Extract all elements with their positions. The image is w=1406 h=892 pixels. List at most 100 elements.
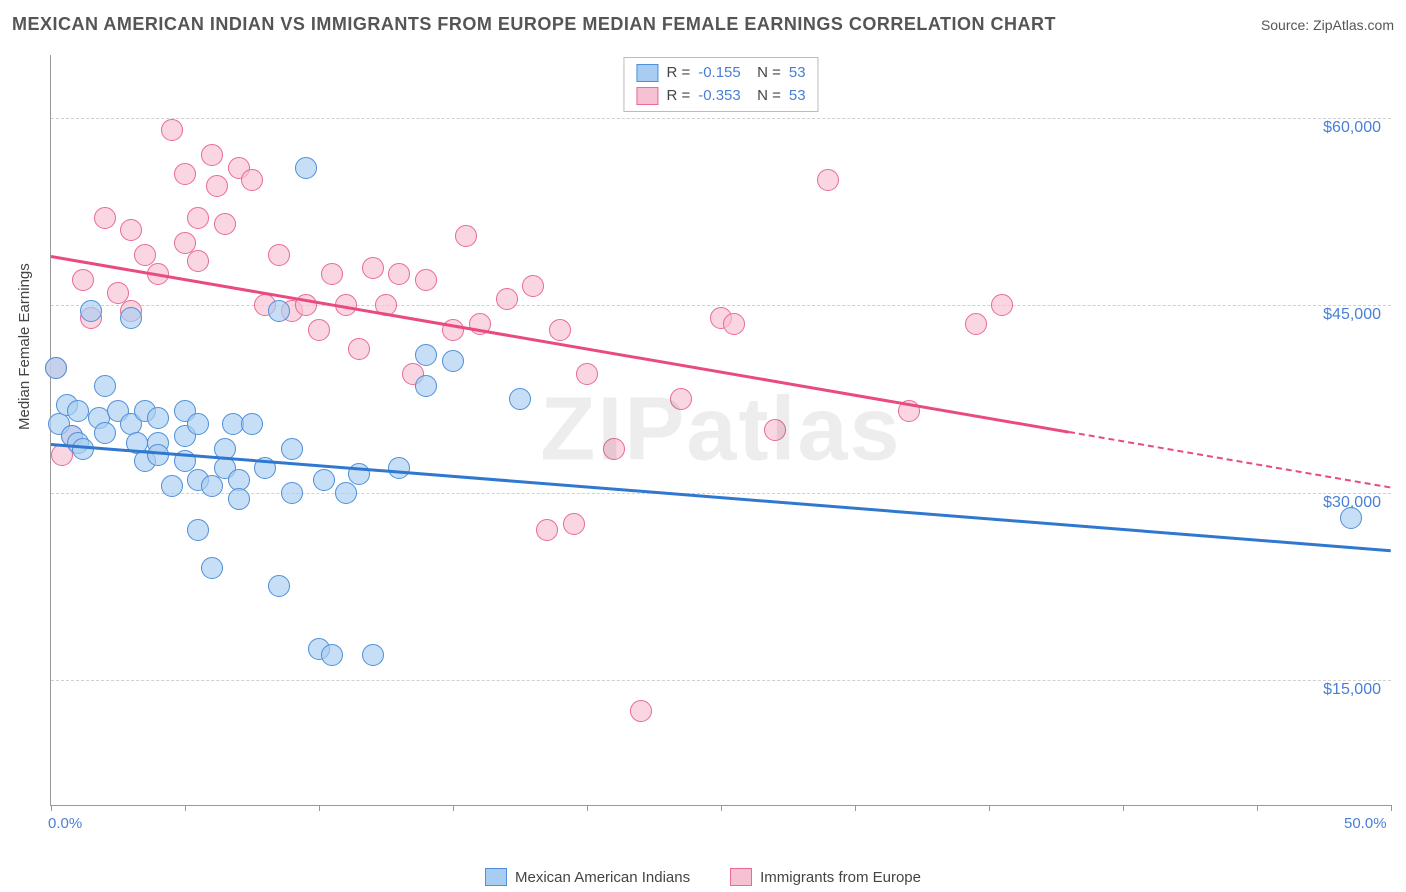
data-point	[161, 475, 183, 497]
data-point	[187, 250, 209, 272]
legend-series-label: Mexican American Indians	[515, 869, 690, 886]
gridline	[51, 680, 1391, 681]
data-point	[295, 157, 317, 179]
data-point	[965, 313, 987, 335]
data-point	[94, 207, 116, 229]
x-tick	[1391, 805, 1392, 811]
header: MEXICAN AMERICAN INDIAN VS IMMIGRANTS FR…	[12, 14, 1394, 35]
data-point	[94, 422, 116, 444]
data-point	[442, 350, 464, 372]
legend-swatch	[485, 868, 507, 886]
data-point	[522, 275, 544, 297]
data-point	[134, 244, 156, 266]
legend-swatch	[636, 87, 658, 105]
data-point	[241, 413, 263, 435]
data-point	[536, 519, 558, 541]
y-axis-label: Median Female Earnings	[16, 263, 33, 430]
data-point	[174, 232, 196, 254]
trend-line-extrapolated	[1069, 431, 1391, 488]
data-point	[630, 700, 652, 722]
data-point	[281, 438, 303, 460]
x-tick	[721, 805, 722, 811]
y-tick-label: $45,000	[1323, 306, 1381, 324]
data-point	[206, 175, 228, 197]
chart-container: MEXICAN AMERICAN INDIAN VS IMMIGRANTS FR…	[0, 0, 1406, 892]
y-tick-label: $15,000	[1323, 681, 1381, 699]
data-point	[496, 288, 518, 310]
x-tick	[319, 805, 320, 811]
data-point	[764, 419, 786, 441]
x-tick	[185, 805, 186, 811]
data-point	[415, 344, 437, 366]
data-point	[388, 457, 410, 479]
data-point	[362, 257, 384, 279]
x-tick	[1257, 805, 1258, 811]
stat-r-label: R =	[666, 62, 690, 85]
stat-n-label: N =	[749, 62, 781, 85]
data-point	[991, 294, 1013, 316]
data-point	[161, 119, 183, 141]
data-point	[313, 469, 335, 491]
data-point	[120, 219, 142, 241]
source-label: Source: ZipAtlas.com	[1261, 17, 1394, 33]
data-point	[201, 475, 223, 497]
trend-line	[51, 255, 1070, 433]
data-point	[415, 269, 437, 291]
data-point	[670, 388, 692, 410]
legend-series-item: Mexican American Indians	[485, 868, 690, 886]
data-point	[362, 644, 384, 666]
data-point	[321, 644, 343, 666]
y-tick-label: $60,000	[1323, 119, 1381, 137]
data-point	[388, 263, 410, 285]
data-point	[120, 307, 142, 329]
legend-series: Mexican American Indians Immigrants from …	[485, 868, 921, 886]
legend-swatch	[730, 868, 752, 886]
data-point	[107, 282, 129, 304]
legend-stats: R = -0.155 N = 53R = -0.353 N = 53	[623, 57, 818, 112]
data-point	[80, 300, 102, 322]
legend-series-item: Immigrants from Europe	[730, 868, 921, 886]
data-point	[455, 225, 477, 247]
stat-r-label: R =	[666, 85, 690, 108]
gridline	[51, 493, 1391, 494]
data-point	[147, 407, 169, 429]
data-point	[415, 375, 437, 397]
x-tick	[989, 805, 990, 811]
data-point	[201, 144, 223, 166]
x-tick-label: 0.0%	[48, 815, 82, 832]
data-point	[241, 169, 263, 191]
data-point	[67, 400, 89, 422]
x-tick-label: 50.0%	[1344, 815, 1387, 832]
data-point	[187, 413, 209, 435]
data-point	[268, 575, 290, 597]
chart-title: MEXICAN AMERICAN INDIAN VS IMMIGRANTS FR…	[12, 14, 1056, 35]
x-tick	[855, 805, 856, 811]
data-point	[563, 513, 585, 535]
data-point	[723, 313, 745, 335]
data-point	[817, 169, 839, 191]
data-point	[94, 375, 116, 397]
data-point	[201, 557, 223, 579]
data-point	[281, 482, 303, 504]
data-point	[214, 213, 236, 235]
data-point	[187, 519, 209, 541]
data-point	[509, 388, 531, 410]
data-point	[576, 363, 598, 385]
stat-n-value: 53	[789, 85, 806, 108]
data-point	[72, 438, 94, 460]
data-point	[549, 319, 571, 341]
data-point	[335, 482, 357, 504]
data-point	[45, 357, 67, 379]
stat-n-label: N =	[749, 85, 781, 108]
legend-stats-row: R = -0.155 N = 53	[636, 62, 805, 85]
x-tick	[51, 805, 52, 811]
data-point	[228, 488, 250, 510]
x-tick	[587, 805, 588, 811]
plot-area: ZIPatlas R = -0.155 N = 53R = -0.353 N =…	[50, 55, 1391, 806]
data-point	[147, 444, 169, 466]
legend-stats-row: R = -0.353 N = 53	[636, 85, 805, 108]
x-tick	[453, 805, 454, 811]
legend-swatch	[636, 64, 658, 82]
gridline	[51, 118, 1391, 119]
data-point	[1340, 507, 1362, 529]
